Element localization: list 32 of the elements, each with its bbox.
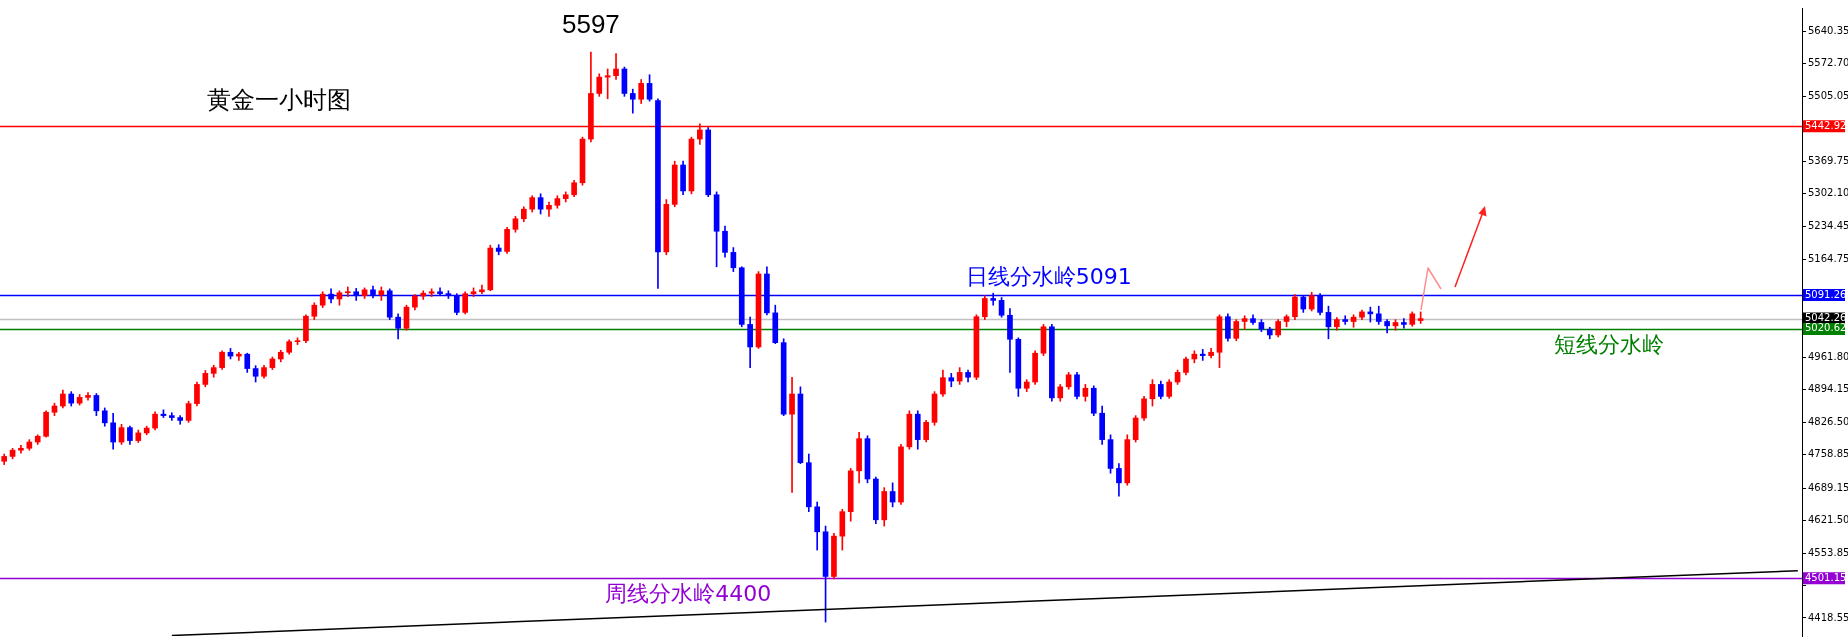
ref-line-label: 5042.26 xyxy=(1805,312,1847,324)
y-tick-label: 5369.75 xyxy=(1808,154,1848,166)
candlestick xyxy=(345,286,351,297)
y-tick-label: 4894.15 xyxy=(1808,383,1848,395)
y-tick-label: 5505.05 xyxy=(1808,89,1848,101)
candlestick xyxy=(1401,318,1407,329)
candlestick xyxy=(1342,315,1349,325)
annotation: 日线分水岭5091 xyxy=(965,263,1132,289)
text: 黄金一小时图 xyxy=(207,86,351,115)
y-tick-label: 5164.75 xyxy=(1808,253,1848,265)
y-tick-label: 5640.35 xyxy=(1808,24,1848,36)
y-tick-label: 4758.85 xyxy=(1808,448,1848,460)
y-tick-label: 4621.50 xyxy=(1808,514,1848,526)
y-tick-label: 5234.45 xyxy=(1808,219,1848,231)
candlestick xyxy=(613,53,619,80)
y-tick-label: 5302.10 xyxy=(1808,187,1848,199)
annotation: 周线分水岭4400 xyxy=(605,581,772,607)
candlestick xyxy=(420,290,427,300)
ref-line-label: 5020.62 xyxy=(1805,322,1847,334)
y-tick-label: 4689.15 xyxy=(1808,481,1848,493)
ref-line-label: 4501.15 xyxy=(1805,571,1847,583)
y-tick-label: 4961.80 xyxy=(1808,350,1848,362)
annotation: 5597 xyxy=(561,9,620,40)
candlestick xyxy=(1199,349,1206,361)
candlestick xyxy=(789,376,795,493)
y-tick-label: 4418.55 xyxy=(1808,611,1848,623)
y-tick-label: 4553.85 xyxy=(1808,546,1848,558)
annotation: 短线分水岭 xyxy=(1554,331,1665,357)
y-tick-label: 4826.50 xyxy=(1808,415,1848,427)
ref-line-label: 5091.26 xyxy=(1805,288,1847,300)
y-tick-label: 5572.70 xyxy=(1808,57,1848,69)
ref-line-label: 5442.92 xyxy=(1805,119,1847,131)
